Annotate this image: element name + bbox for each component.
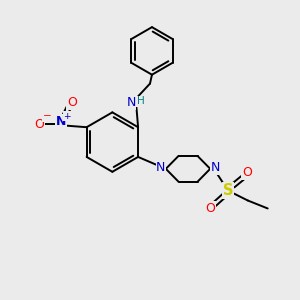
Text: N: N <box>127 96 136 109</box>
Text: +: + <box>63 112 70 121</box>
Text: −: − <box>43 111 51 121</box>
Text: O: O <box>242 166 252 179</box>
Text: O: O <box>34 118 44 131</box>
Text: O: O <box>205 202 215 215</box>
Text: O: O <box>67 96 77 109</box>
Text: H: H <box>137 97 144 106</box>
Text: N: N <box>156 161 166 174</box>
Text: N: N <box>56 115 66 128</box>
Text: N: N <box>211 161 220 174</box>
Text: S: S <box>223 183 233 198</box>
